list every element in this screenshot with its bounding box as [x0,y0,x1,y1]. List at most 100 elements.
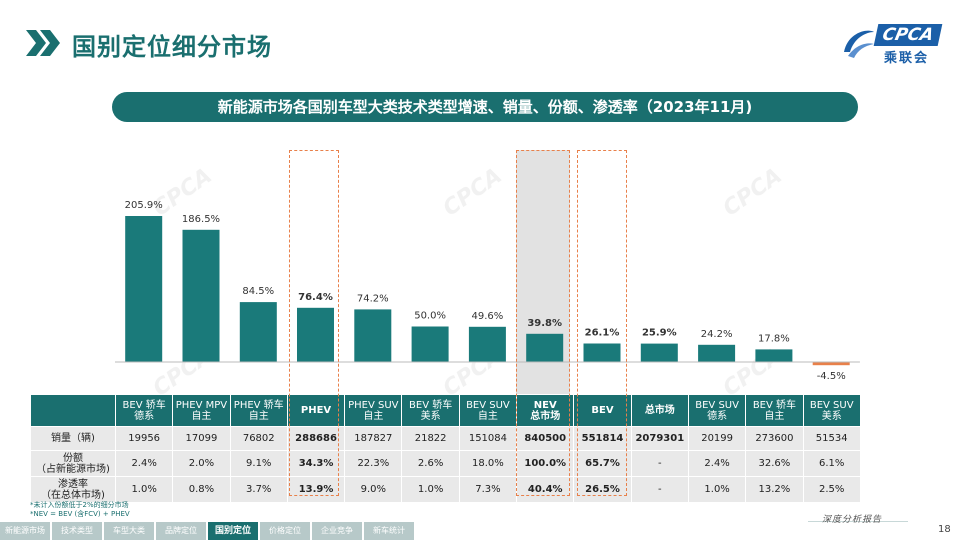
bars-group [125,216,850,366]
table-row: 渗透率 （在总体市场) 1.0% 0.8% 3.7% 13.9% 9.0% 1.0% 7.3% 4… [30,476,861,503]
row-header: 渗透率 （在总体市场) [30,476,116,503]
nav-item-competition[interactable]: 企业竞争 [312,522,362,540]
table-cell: 13.2% [745,476,804,503]
value-labels-group: 205.9% 186.5% 84.5% 76.4% 74.2% 50.0% 49.6% 39.… [125,200,846,382]
page-title: 国别定位细分市场 [72,33,272,61]
column-header: PHEV MPV 自主 [172,394,231,427]
nav-item-vehicle-class[interactable]: 车型大类 [104,522,154,540]
table-cell: - [630,476,689,503]
highlight-box-nev [516,150,570,496]
column-header-line2: 德系 [134,410,155,422]
data-label-5: 50.0% [414,311,446,322]
column-header-line1: BEV 轿车 [409,399,453,411]
data-label-3: 76.4% [298,292,333,303]
bottom-nav: 新能源市场 技术类型 车型大类 品牌定位 国别定位 价格定位 企业竞争 新车统计 [0,522,416,540]
nav-item-tech-type[interactable]: 技术类型 [52,522,102,540]
table-cell: 20199 [687,426,747,451]
data-label-2: 84.5% [242,286,274,297]
table-cell: 26.5% [573,476,632,503]
table-cell: 100.0% [516,450,575,477]
highlight-box-phev [289,150,339,496]
data-label-1: 186.5% [182,214,220,225]
bar-0 [125,216,163,362]
column-header-line1: BEV 轿车 [122,399,166,411]
column-header: BEV SUV 美系 [802,394,861,427]
table-cell: 187827 [344,426,403,451]
table-cell: 18.0% [458,450,518,477]
column-header-line1: 总市场 [644,405,675,416]
bar-9 [640,343,678,362]
column-header-line2: 自主 [191,410,212,422]
table-cell: 2.5% [802,476,861,503]
table-cell: 76802 [229,426,288,451]
column-header-line2: 自主 [764,410,785,422]
page-number: 18 [938,524,951,535]
column-header-line2: 美系 [420,410,441,422]
row-header: 销量（辆) [30,426,116,451]
table-cell: 9.0% [344,476,403,503]
table-cell: 21822 [401,426,460,451]
nav-item-brand-position[interactable]: 品牌定位 [156,522,206,540]
cpca-logo: CPCA 乘联会 [836,20,944,66]
row-header: 份额 （占新能源市场) [30,450,116,477]
data-label-4: 74.2% [357,293,389,304]
table-row: 销量（辆) 19956 17099 76802 288686 187827 21822 151… [30,426,861,451]
logo-subtext: 乘联会 [884,51,930,66]
column-header-line2: 自主 [248,410,269,422]
table-cell: 65.7% [573,450,632,477]
bar-4 [354,309,392,362]
nav-item-new-cars[interactable]: 新车统计 [364,522,414,540]
table-corner-cell [30,394,116,427]
table-cell: 2.0% [172,450,231,477]
nav-item-country-position[interactable]: 国别定位 [208,522,258,540]
table-cell: 1.0% [401,476,460,503]
bar-1 [182,229,220,362]
data-table: BEV 轿车 德系 PHEV MPV 自主 PHEV 轿车 自主 PHEV PHEV SUV 自… [30,394,861,503]
table-cell: 2.4% [114,450,174,477]
table-cell: 13.9% [286,476,346,503]
footnote-1: *未计入份额低于2%的细分市场 [30,501,129,509]
table-row: 份额 （占新能源市场) 2.4% 2.0% 9.1% 34.3% 22.3% 2.6% 18.0… [30,450,861,477]
table-cell: 32.6% [745,450,804,477]
table-cell: 3.7% [229,476,288,503]
data-label-6: 49.6% [472,311,504,322]
bar-7 [526,333,564,362]
data-label-8: 26.1% [585,328,620,339]
table-cell: 2079301 [630,426,689,451]
chart-title: 新能源市场各国别车型大类技术类型增速、销量、份额、渗透率（2023年11月) [112,92,858,122]
table-cell: 22.3% [344,450,403,477]
table-cell: 9.1% [229,450,288,477]
bar-2 [239,302,277,362]
bar-8 [583,343,621,362]
column-header: BEV SUV 德系 [687,394,747,427]
column-header: PHEV SUV 自主 [344,394,403,427]
column-header: BEV 轿车 自主 [745,394,804,427]
nav-item-price-position[interactable]: 价格定位 [260,522,310,540]
data-label-12: -4.5% [817,371,846,382]
table-cell: 273600 [745,426,804,451]
row-header-line2: （在总体市场) [41,489,105,501]
column-header-line1: PHEV MPV [175,399,228,411]
table-header-row: BEV 轿车 德系 PHEV MPV 自主 PHEV 轿车 自主 PHEV PHEV SUV 自… [30,394,861,427]
bar-10 [698,344,736,362]
table-cell: 2.4% [687,450,747,477]
column-header: BEV [573,394,632,427]
table-cell: 7.3% [458,476,518,503]
column-header-line1: BEV 轿车 [752,399,797,411]
column-header: PHEV 轿车 自主 [229,394,288,427]
column-header: BEV 轿车 德系 [114,394,174,427]
chevron-double-icon [26,30,60,56]
column-header-line1: BEV SUV [466,399,510,411]
table-cell: 1.0% [687,476,747,503]
column-header-line1: NEV [533,399,557,411]
data-label-9: 25.9% [642,328,677,339]
nav-item-nev-market[interactable]: 新能源市场 [0,522,50,540]
highlight-box-bev [577,150,627,496]
column-header-line2: 德系 [707,410,728,422]
column-header-line2: 总市场 [530,410,561,422]
table-cell: 0.8% [172,476,231,503]
column-header-line2: 自主 [477,410,498,422]
table-cell: 6.1% [802,450,861,477]
bar-6 [468,326,506,362]
